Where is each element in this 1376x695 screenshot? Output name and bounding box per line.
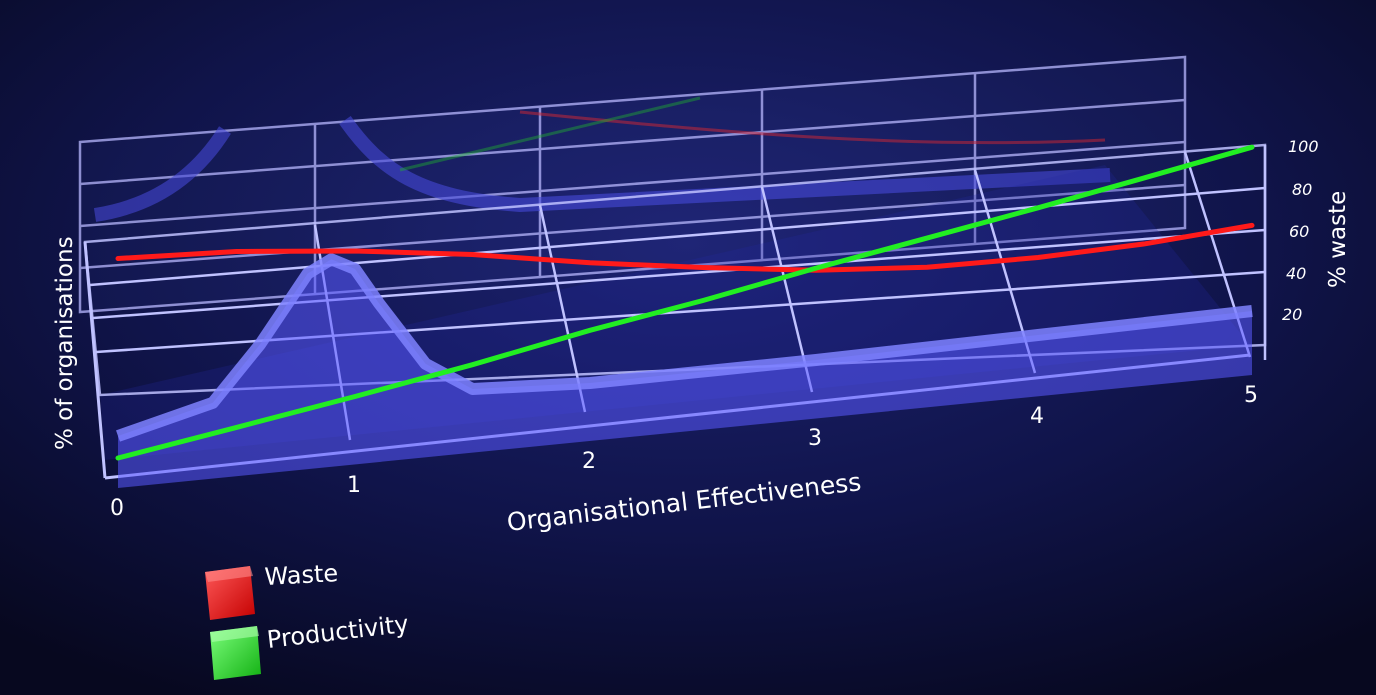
x-tick-label: 2: [582, 449, 596, 474]
y-tick-label: 80: [1292, 180, 1312, 199]
series-line-waste: [115, 222, 1255, 273]
x-tick-label: 5: [1244, 383, 1258, 408]
legend-label-waste: Waste: [264, 559, 339, 591]
series-layer: [115, 144, 1255, 461]
x-tick-label: 3: [808, 426, 822, 451]
y-tick-label: 40: [1286, 264, 1306, 283]
distribution-layer: [116, 253, 1253, 488]
right-y-tick-labels: 20 40 60 80 100: [1282, 137, 1319, 324]
legend-item-waste: Waste: [205, 559, 339, 620]
y-axis-left-label: % of organisations: [52, 236, 78, 450]
back-wall: [78, 55, 1187, 314]
x-tick-labels: 0 1 2 3 4 5: [110, 383, 1258, 521]
x-tick-label: 1: [347, 473, 361, 498]
y-tick-label: 20: [1282, 305, 1302, 324]
x-tick-label: 4: [1030, 404, 1044, 429]
y-axis-right-label: % waste: [1325, 191, 1351, 288]
y-tick-label: 60: [1289, 222, 1309, 241]
y-axis-left-line: [83, 241, 107, 479]
y-tick-label: 100: [1288, 137, 1319, 156]
distribution-ridge: [116, 253, 1253, 442]
series-line-productivity: [115, 144, 1255, 461]
x-tick-label: 0: [110, 496, 124, 521]
